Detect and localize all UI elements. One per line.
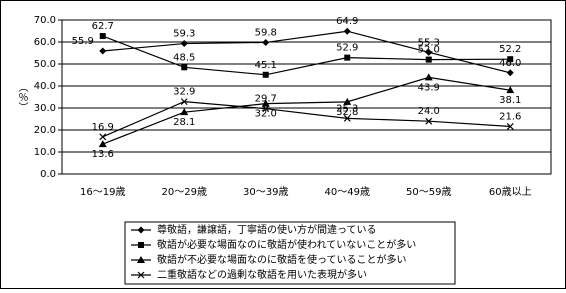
legend-marker (138, 242, 144, 248)
y-tick-label: 30.0 (34, 103, 56, 114)
value-label: 16.9 (92, 122, 114, 133)
marker (262, 71, 269, 78)
value-label: 55.3 (418, 37, 440, 48)
y-tick-label: 20.0 (34, 125, 56, 136)
marker (343, 114, 351, 122)
value-label: 13.6 (92, 149, 114, 160)
marker (98, 140, 107, 148)
y-tick-label: 70.0 (34, 15, 56, 26)
value-label: 59.3 (173, 29, 195, 40)
marker (424, 73, 433, 81)
marker (344, 54, 351, 61)
marker (425, 56, 432, 63)
value-label: 55.9 (72, 36, 94, 47)
marker (99, 133, 107, 141)
marker (506, 86, 515, 94)
legend-label: 敬語が不必要な場面なのに敬語を使っていることが多い (157, 253, 407, 266)
value-label: 25.3 (336, 103, 358, 114)
value-label: 29.7 (255, 94, 277, 105)
marker (425, 48, 433, 56)
value-label: 24.0 (418, 106, 440, 117)
x-tick-label: 50～59歳 (406, 186, 451, 198)
value-label: 52.9 (336, 43, 358, 54)
marker (180, 40, 188, 48)
marker (261, 99, 270, 107)
x-tick-label: 16～19歳 (80, 186, 125, 198)
marker (343, 97, 352, 105)
value-label: 21.6 (499, 111, 521, 122)
legend-label: 尊敬語，謙譲語，丁寧語の使い方が間違っている (157, 223, 377, 236)
marker (262, 105, 270, 113)
series-line (102, 101, 511, 138)
marker (425, 117, 433, 125)
value-label: 32.0 (255, 109, 277, 120)
value-label: 62.7 (92, 21, 114, 32)
y-tick-label: 0.0 (40, 169, 56, 180)
value-label: 52.2 (499, 44, 521, 55)
value-label: 43.9 (418, 82, 440, 93)
value-label: 64.9 (336, 16, 358, 27)
marker (506, 123, 514, 130)
value-label: 52.0 (418, 45, 440, 56)
value-label: 59.8 (255, 27, 277, 38)
x-tick-label: 20～29歳 (162, 186, 207, 198)
series-line (102, 35, 511, 76)
marker (507, 56, 514, 63)
legend-marker (137, 271, 145, 279)
x-tick-label: 40～49歳 (325, 186, 370, 198)
x-tick-label: 60歳以上 (489, 186, 532, 198)
marker (506, 69, 514, 77)
legend-marker (137, 226, 145, 234)
marker (99, 33, 106, 40)
x-tick-label: 30～39歳 (243, 186, 288, 198)
value-label: 46.0 (499, 58, 521, 69)
legend-label: 敬語が必要な場面なのに敬語が使われていないことが多い (157, 238, 416, 251)
legend-label: 二重敬語などの過剰な敬語を用いた表現が多い (157, 268, 367, 281)
marker (99, 47, 107, 55)
value-label: 45.1 (255, 60, 277, 71)
value-label: 32.8 (336, 107, 358, 118)
series-line (102, 76, 511, 145)
marker (180, 98, 188, 106)
marker (181, 64, 188, 71)
value-label: 32.9 (173, 87, 195, 98)
marker (262, 38, 270, 46)
marker (180, 108, 189, 116)
legend-marker (137, 256, 145, 263)
marker (343, 27, 351, 35)
y-tick-label: 50.0 (34, 59, 56, 70)
series-line (102, 30, 511, 74)
y-axis-label: （％） (16, 82, 28, 112)
y-tick-label: 60.0 (34, 37, 56, 48)
value-label: 38.1 (499, 95, 521, 106)
value-label: 48.5 (173, 52, 195, 63)
value-label: 28.1 (173, 117, 195, 128)
legend-box (124, 221, 456, 285)
y-tick-label: 40.0 (34, 81, 56, 92)
y-tick-label: 10.0 (34, 147, 56, 158)
